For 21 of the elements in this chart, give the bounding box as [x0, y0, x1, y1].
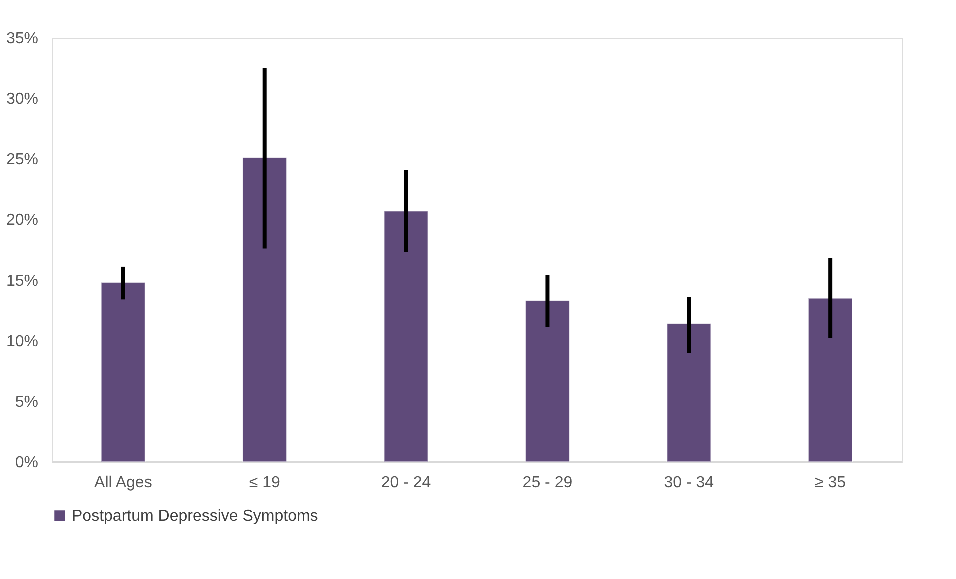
- y-tick-label: 30%: [6, 91, 38, 108]
- y-tick-label: 25%: [6, 152, 38, 169]
- x-tick-label: 20 - 24: [381, 474, 432, 492]
- bar: [242, 157, 288, 462]
- y-tick-label: 0%: [15, 454, 38, 472]
- x-tick-label: 30 - 34: [664, 474, 714, 492]
- x-tick-label: ≥ 35: [815, 474, 846, 492]
- y-tick-label: 15%: [6, 272, 38, 290]
- bar: [525, 300, 570, 462]
- x-tick-label: 25 - 29: [522, 474, 573, 492]
- legend-label: Postpartum Depressive Symptoms: [72, 508, 318, 525]
- bar: [666, 323, 712, 462]
- y-tick-label: 10%: [6, 333, 38, 350]
- x-tick-label: ≤ 19: [249, 474, 280, 492]
- y-tick-label: 20%: [6, 212, 38, 230]
- bar: [384, 210, 429, 462]
- bar: [101, 282, 146, 462]
- y-tick-label: 35%: [6, 30, 38, 48]
- x-tick-label: All Ages: [94, 474, 152, 492]
- bar: [808, 298, 853, 462]
- y-tick-label: 5%: [15, 394, 38, 411]
